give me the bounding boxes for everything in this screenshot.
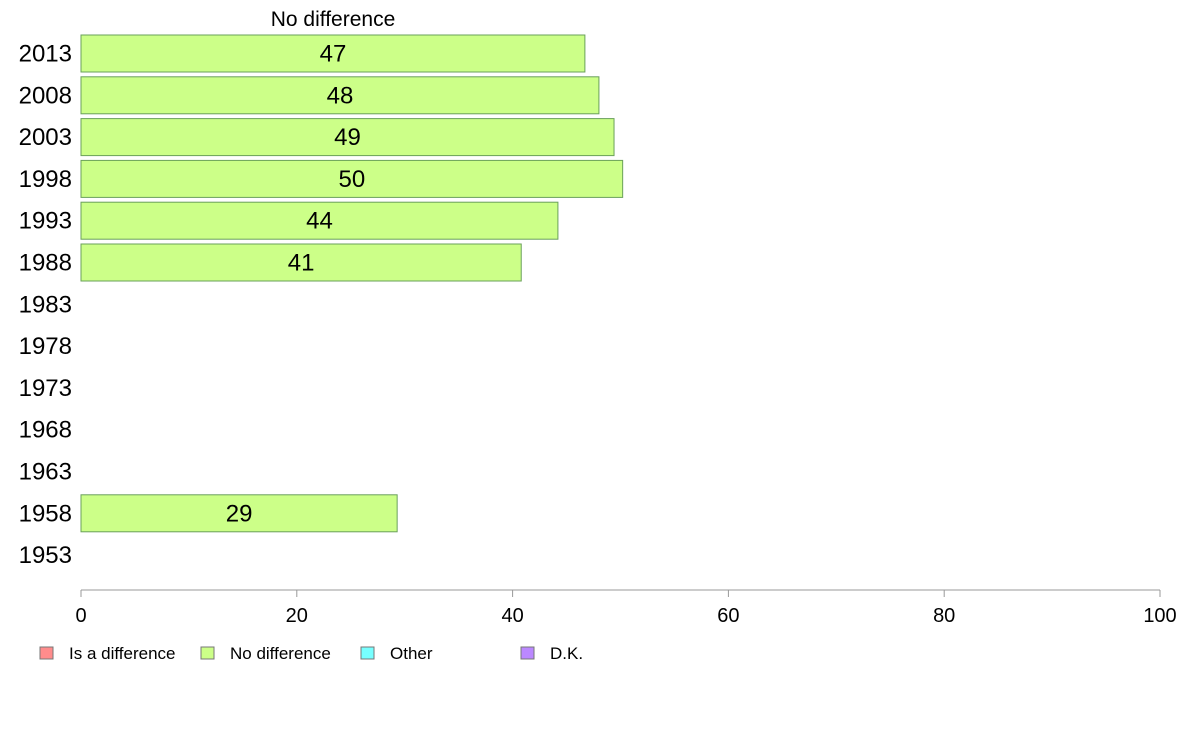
data-label-2008: 48 [327,82,354,109]
data-label-2013: 47 [320,41,347,68]
category-label-1963: 1963 [19,459,72,486]
x-tick-label-40: 40 [501,605,523,627]
legend-swatch-other [360,646,375,660]
bar-1988 [80,243,522,282]
bar-2013 [80,34,586,73]
category-label-1958: 1958 [19,500,72,527]
category-label-1953: 1953 [19,542,72,569]
legend-swatch-no-difference [200,646,215,660]
category-label-1968: 1968 [19,417,72,444]
bars [80,34,624,533]
category-label-1993: 1993 [19,208,72,235]
data-label-2003: 49 [334,124,361,151]
x-tick-label-80: 80 [933,605,955,627]
category-label-1973: 1973 [19,375,72,402]
category-label-1998: 1998 [19,166,72,193]
category-label-1988: 1988 [19,250,72,277]
data-label-1993: 44 [306,208,333,235]
x-tick-label-0: 0 [75,605,86,627]
legend-label-is-a-difference: Is a difference [69,644,175,663]
legend-swatch-is-a-difference [39,646,54,660]
data-label-1998: 50 [338,166,365,193]
bar-2003 [80,118,615,157]
data-label-1958: 29 [226,500,253,527]
category-label-2008: 2008 [19,82,72,109]
x-axis: 0 20 40 60 80 100 [75,589,1177,627]
bar-1958 [80,494,398,533]
category-label-2003: 2003 [19,124,72,151]
legend: Is a difference No difference Other D.K. [39,644,583,663]
chart-title: No difference [271,8,396,31]
bar-1998 [80,159,624,198]
legend-label-other: Other [390,644,433,663]
category-label-2013: 2013 [19,41,72,68]
category-label-1983: 1983 [19,291,72,318]
x-tick-label-60: 60 [717,605,739,627]
x-tick-label-100: 100 [1143,605,1176,627]
category-labels: 2013 2008 2003 1998 1993 1988 1983 1978 1973 1968… [19,41,72,570]
legend-label-d-k: D.K. [550,644,583,663]
category-label-1978: 1978 [19,333,72,360]
bar-1993 [80,201,559,240]
x-tick-label-20: 20 [286,605,308,627]
bar-2008 [80,76,600,115]
data-label-1988: 41 [288,250,315,277]
legend-swatch-d-k [520,646,535,660]
legend-label-no-difference: No difference [230,644,331,663]
